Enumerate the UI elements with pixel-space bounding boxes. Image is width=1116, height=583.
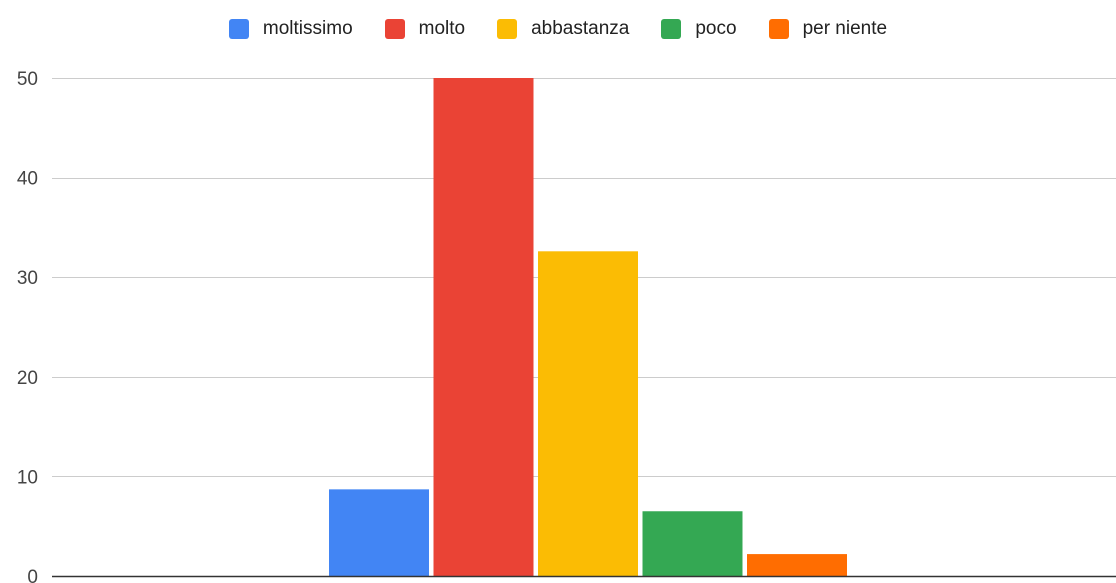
legend-item: abbastanza — [497, 18, 629, 40]
y-tick-label: 50 — [17, 69, 38, 90]
y-tick-label: 40 — [17, 169, 38, 190]
legend-swatch — [768, 19, 789, 39]
legend-label: abbastanza — [531, 18, 630, 39]
y-tick-label: 30 — [17, 268, 38, 289]
legend-label: per niente — [802, 18, 888, 39]
y-tick-label: 10 — [17, 467, 38, 488]
bar-molto — [433, 78, 534, 576]
legend-swatch — [497, 19, 518, 39]
bar-abbastanza — [538, 251, 638, 576]
legend-label: molto — [418, 18, 466, 39]
bar-poco — [642, 511, 743, 576]
legend-swatch — [228, 19, 249, 39]
legend-swatch — [661, 19, 682, 39]
legend-item: moltissimo — [228, 18, 353, 40]
legend-item: molto — [384, 18, 466, 40]
legend-item: per niente — [768, 18, 888, 40]
legend-label: poco — [695, 18, 737, 39]
bar-moltissimo — [329, 489, 429, 576]
legend-label: moltissimo — [262, 18, 353, 39]
legend: moltissimo molto abbastanza poco per niente — [0, 15, 1116, 43]
bar-per-niente — [747, 554, 847, 576]
legend-item: poco — [661, 18, 737, 40]
y-tick-label: 20 — [17, 368, 38, 389]
y-tick-label: 0 — [27, 567, 38, 583]
legend-swatch — [384, 19, 405, 39]
